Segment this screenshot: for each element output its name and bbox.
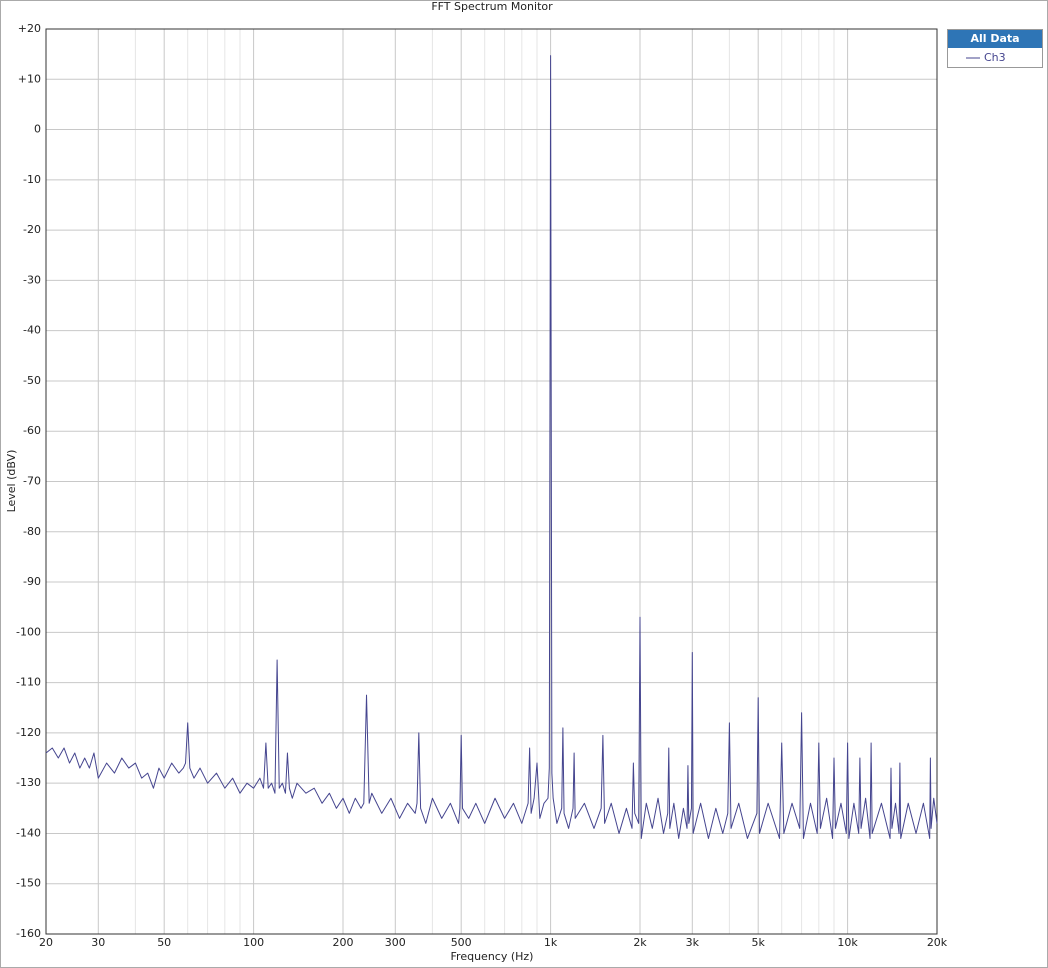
legend-title: All Data <box>970 32 1019 45</box>
y-tick-label: -110 <box>16 676 41 689</box>
y-tick-label: 0 <box>34 123 41 136</box>
y-tick-label: +10 <box>18 72 41 85</box>
x-tick-label: 100 <box>243 936 264 949</box>
x-axis-label: Frequency (Hz) <box>451 950 534 963</box>
y-tick-label: -160 <box>16 927 41 940</box>
y-tick-label: -70 <box>23 475 41 488</box>
x-tick-label: 1k <box>544 936 558 949</box>
y-tick-label: -10 <box>23 173 41 186</box>
y-tick-label: -50 <box>23 374 41 387</box>
y-tick-label: -120 <box>16 726 41 739</box>
y-tick-label: -30 <box>23 273 41 286</box>
x-tick-label: 2k <box>633 936 647 949</box>
chart-title: FFT Spectrum Monitor <box>431 0 553 13</box>
y-tick-label: +20 <box>18 22 41 35</box>
x-tick-label: 500 <box>451 936 472 949</box>
y-tick-label: -40 <box>23 324 41 337</box>
x-tick-label: 200 <box>333 936 354 949</box>
x-tick-label: 5k <box>752 936 766 949</box>
legend-entry: Ch3 <box>984 51 1006 64</box>
x-tick-label: 3k <box>686 936 700 949</box>
y-tick-label: -90 <box>23 575 41 588</box>
y-tick-label: -20 <box>23 223 41 236</box>
x-tick-label: 20 <box>39 936 53 949</box>
x-tick-label: 10k <box>837 936 858 949</box>
x-tick-label: 20k <box>927 936 948 949</box>
y-tick-label: -130 <box>16 776 41 789</box>
x-tick-label: 300 <box>385 936 406 949</box>
y-tick-label: -100 <box>16 625 41 638</box>
y-tick-label: -140 <box>16 826 41 839</box>
x-tick-label: 50 <box>157 936 171 949</box>
plot-border <box>45 28 938 935</box>
legend-header[interactable] <box>948 30 1042 48</box>
y-axis-label: Level (dBV) <box>5 450 18 513</box>
y-tick-label: -150 <box>16 877 41 890</box>
y-tick-label: -60 <box>23 424 41 437</box>
data-line <box>45 55 938 839</box>
x-tick-label: 30 <box>91 936 105 949</box>
y-tick-label: -80 <box>23 525 41 538</box>
